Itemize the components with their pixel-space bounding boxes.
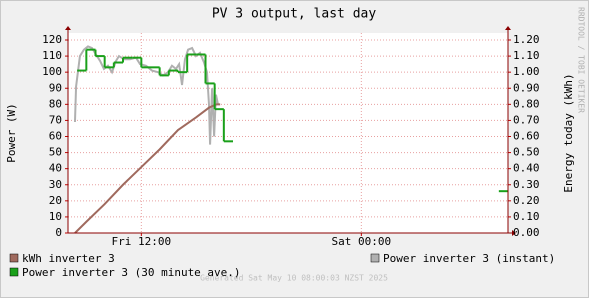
y-tick-label: 100 [42, 65, 62, 78]
x-arrow [512, 230, 516, 236]
y2-tick-label: 0.90 [513, 81, 540, 94]
y2-axis-label: Energy today (kWh) [562, 73, 575, 192]
legend-swatch [9, 267, 19, 277]
legend-swatch [9, 253, 19, 263]
side-text: RRDTOOL / TOBI OETIKER [577, 7, 586, 113]
y2-tick-label: 0.10 [513, 210, 540, 223]
y2-tick-label: 0.70 [513, 113, 540, 126]
y2-tick-label: 1.00 [513, 65, 540, 78]
y-tick-label: 110 [42, 49, 62, 62]
legend-label: Power inverter 3 (30 minute ave.) [22, 266, 241, 279]
y2-tick-label: 0.40 [513, 162, 540, 175]
y-tick-label: 40 [49, 162, 62, 175]
y2-arrow [505, 26, 511, 30]
y-tick-label: 90 [49, 81, 62, 94]
axes [65, 26, 516, 236]
y-tick-label: 50 [49, 146, 62, 159]
legend-label: kWh inverter 3 [22, 252, 115, 265]
y-tick-label: 10 [49, 210, 62, 223]
y2-tick-label: 0.20 [513, 194, 540, 207]
y2-tick-label: 0.60 [513, 130, 540, 143]
y-axis-label: Power (W) [5, 103, 18, 163]
y2-tick-label: 0.50 [513, 146, 540, 159]
y2-tick-label: 0.80 [513, 97, 540, 110]
y2-tick-label: 1.20 [513, 33, 540, 46]
series-line [74, 103, 221, 234]
x-tick-label: Sat 00:00 [332, 235, 392, 248]
y-tick-label: 0 [55, 226, 62, 239]
plot-area [68, 33, 508, 233]
y-tick-label: 120 [42, 33, 62, 46]
y-tick-label: 70 [49, 113, 62, 126]
y2-tick-label: 1.10 [513, 49, 540, 62]
y2-tick-label: 0.30 [513, 178, 540, 191]
y-tick-label: 80 [49, 97, 62, 110]
x-tick-label: Fri 12:00 [112, 235, 172, 248]
y2-tick-label: 0.00 [513, 226, 540, 239]
legend-label: Power inverter 3 (instant) [383, 252, 555, 265]
chart-title: PV 3 output, last day [212, 7, 377, 22]
y-tick-label: 60 [49, 130, 62, 143]
y-tick-label: 20 [49, 194, 62, 207]
y-tick-label: 30 [49, 178, 62, 191]
y-arrow [65, 26, 71, 30]
marks [73, 45, 508, 234]
footer: Generated Sat May 10 08:00:03 NZST 2025 [200, 274, 388, 283]
legend-swatch [370, 253, 380, 263]
